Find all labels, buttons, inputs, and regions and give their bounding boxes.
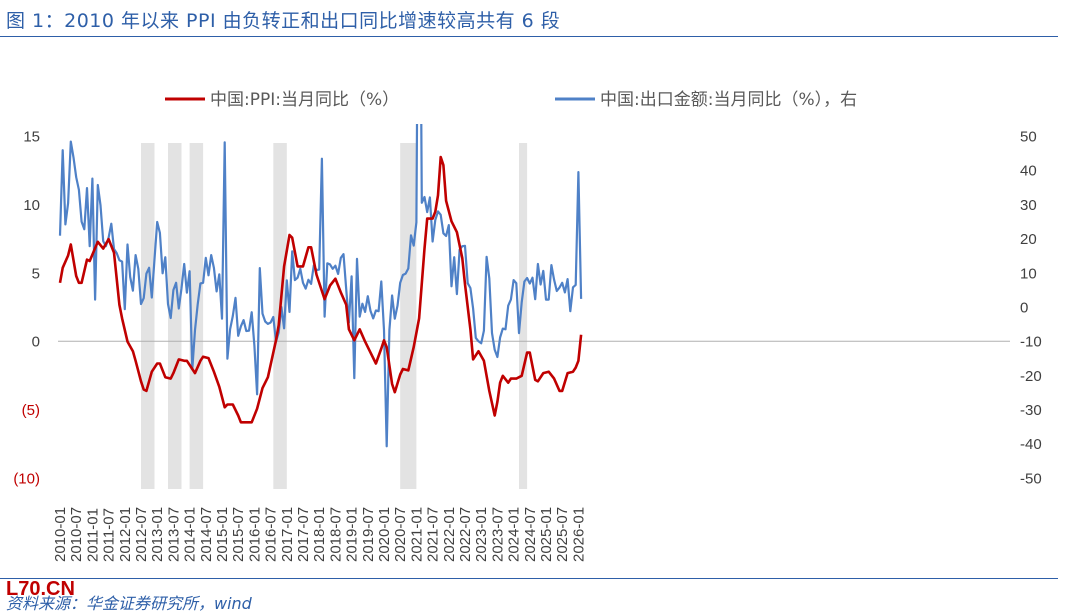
right-tick-label: -30: [1020, 402, 1042, 419]
legend-label-ppi: 中国:PPI:当月同比（%）: [210, 90, 399, 110]
x-tick-label: 2018-01: [311, 507, 328, 562]
source-note: 资料来源：华金证券研究所，wind: [6, 594, 252, 613]
right-tick-label: -20: [1020, 368, 1042, 385]
x-tick-label: 2022-01: [441, 507, 458, 562]
x-tick-label: 2015-01: [214, 507, 231, 562]
right-tick-label: 40: [1020, 163, 1037, 180]
left-tick-label: 5: [32, 265, 40, 282]
x-tick-label: 2016-01: [246, 507, 263, 562]
figure-title: 图 1：2010 年以来 PPI 由负转正和出口同比增速较高共有 6 段: [6, 10, 561, 32]
legend: 中国:PPI:当月同比（%） 中国:出口金额:当月同比（%），右: [165, 90, 857, 110]
x-tick-label: 2019-01: [344, 507, 361, 562]
x-tick-label: 2011-01: [84, 508, 101, 562]
x-tick-label: 2018-07: [327, 507, 344, 562]
x-tick-label: 2010-07: [68, 507, 85, 562]
x-tick-label: 2019-07: [360, 507, 377, 562]
x-tick-label: 2013-01: [149, 507, 166, 562]
x-tick-label: 2013-07: [165, 507, 182, 562]
shaded-period-1: [141, 143, 155, 489]
x-tick-label: 2015-07: [230, 507, 247, 562]
x-tick-label: 2025-07: [554, 507, 571, 562]
title-rule: [0, 36, 1058, 37]
x-tick-label: 2014-01: [182, 507, 199, 562]
x-tick-label: 2012-07: [133, 507, 150, 562]
right-tick-label: 20: [1020, 231, 1037, 248]
right-axis: 50 40 30 20 10 0 -10 -20 -30 -40 -50: [1020, 129, 1042, 488]
left-tick-label: 10: [23, 197, 40, 214]
left-tick-label: (5): [22, 402, 40, 419]
x-tick-label: 2021-07: [425, 507, 442, 562]
watermark: L70.CN: [6, 578, 75, 600]
series-layer: [58, 124, 583, 448]
right-tick-label: 10: [1020, 265, 1037, 282]
left-tick-label: (10): [13, 470, 40, 487]
x-tick-label: 2023-01: [473, 507, 490, 562]
shaded-period-2: [168, 143, 182, 489]
x-tick-label: 2022-07: [457, 507, 474, 562]
x-tick-label: 2023-07: [489, 507, 506, 562]
x-axis: 2010-01 2010-07 2011-01 2011-07 2012-01 2012-…: [52, 507, 587, 562]
left-tick-label: 15: [23, 129, 40, 146]
x-tick-label: 2012-01: [117, 507, 134, 562]
x-tick-label: 2011-07: [101, 508, 118, 562]
right-tick-label: 0: [1020, 299, 1028, 316]
x-tick-label: 2021-01: [408, 507, 425, 562]
shaded-period-5: [400, 143, 417, 489]
x-tick-label: 2020-01: [376, 507, 393, 562]
right-tick-label: 50: [1020, 129, 1037, 146]
export-series-line: [58, 124, 583, 448]
left-axis: 15 10 5 0 (5) (10): [13, 129, 40, 488]
x-tick-label: 2026-01: [570, 507, 587, 562]
x-tick-label: 2016-07: [263, 507, 280, 562]
x-tick-label: 2020-07: [392, 507, 409, 562]
x-tick-label: 2024-07: [522, 507, 539, 562]
x-tick-label: 2017-07: [295, 507, 312, 562]
right-tick-label: 30: [1020, 197, 1037, 214]
right-tick-label: -50: [1020, 470, 1042, 487]
ppi-series-line: [58, 155, 583, 424]
x-tick-label: 2010-01: [52, 507, 69, 562]
shaded-period-6: [519, 143, 528, 489]
x-tick-label: 2025-01: [538, 507, 555, 562]
left-tick-label: 0: [32, 334, 40, 351]
right-tick-label: -10: [1020, 334, 1042, 351]
right-tick-label: -40: [1020, 436, 1042, 453]
x-tick-label: 2017-01: [279, 507, 296, 562]
x-tick-label: 2014-07: [198, 507, 215, 562]
footer-rule: [0, 578, 1058, 579]
legend-label-export: 中国:出口金额:当月同比（%），右: [600, 90, 857, 110]
x-tick-label: 2024-01: [506, 507, 523, 562]
